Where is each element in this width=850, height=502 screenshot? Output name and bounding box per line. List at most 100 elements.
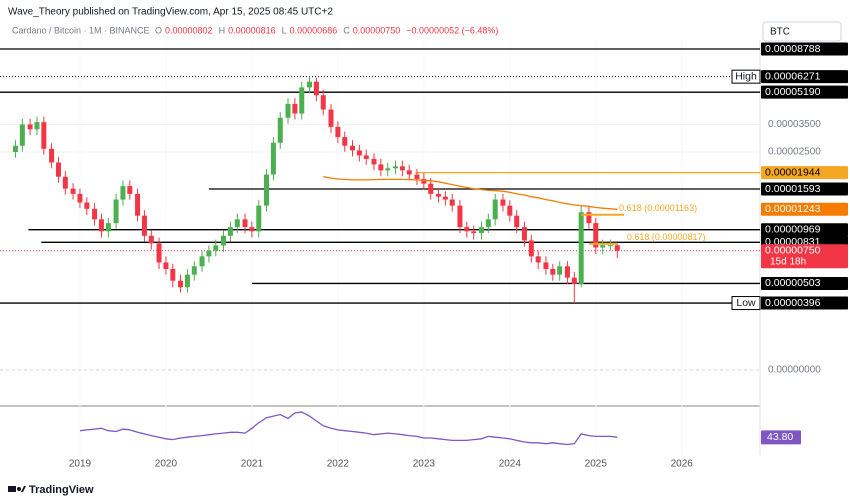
candle-body xyxy=(593,223,599,248)
candle-body xyxy=(163,262,169,269)
candle-body xyxy=(249,227,255,232)
candle-body xyxy=(385,168,391,171)
candle-body xyxy=(70,188,76,194)
ohlc-value: 0.00000686 xyxy=(290,25,338,35)
candle-body xyxy=(535,256,541,263)
candle-body xyxy=(328,109,334,127)
candle-body xyxy=(49,148,55,163)
candle-body xyxy=(277,117,283,143)
candle-body xyxy=(213,245,219,251)
candle-body xyxy=(299,87,305,114)
price-label: 0.00006271 xyxy=(765,70,821,82)
currency-box[interactable] xyxy=(762,21,842,42)
brand: TradingView xyxy=(29,484,94,496)
candle-body xyxy=(191,266,197,275)
candle-body xyxy=(428,183,434,194)
price-label-box xyxy=(761,244,848,269)
candle-body xyxy=(156,243,162,263)
candle-body xyxy=(406,170,412,175)
candle-body xyxy=(84,202,90,209)
fib-label: 0.618 (0.00001163) xyxy=(619,203,697,213)
candle-body xyxy=(421,178,427,184)
price-label: 0.00001944 xyxy=(765,166,821,178)
price-label-box xyxy=(761,85,848,99)
candle-body xyxy=(578,212,584,284)
candle-body xyxy=(478,227,484,234)
candle-body xyxy=(349,145,355,151)
rsi-label: 43.80 xyxy=(767,431,793,443)
candle-body xyxy=(449,199,455,206)
candle-body xyxy=(320,95,326,110)
candle-body xyxy=(543,262,549,269)
y-tick-label: 0.00003500 xyxy=(768,119,821,130)
candle-body xyxy=(120,186,126,200)
candle-body xyxy=(492,199,498,220)
tag-box xyxy=(731,296,761,311)
candle-body xyxy=(514,215,520,228)
x-tick-label: 2020 xyxy=(155,459,178,470)
ohlc-key: H xyxy=(219,25,226,35)
x-tick-label: 2025 xyxy=(585,459,608,470)
countdown: 15d 18h xyxy=(770,256,806,267)
price-label: 0.00000396 xyxy=(765,297,821,309)
candle-body xyxy=(19,124,25,146)
rsi-line xyxy=(79,411,618,446)
candle-body xyxy=(342,137,348,146)
candle-body xyxy=(521,227,527,241)
candle-body xyxy=(178,280,184,288)
tag: High xyxy=(735,70,757,82)
candle-body xyxy=(500,199,506,206)
ohlc-value: 0.00000750 xyxy=(353,25,401,35)
candle-body xyxy=(564,266,570,278)
ohlc-key: C xyxy=(343,25,350,35)
candle-body xyxy=(399,166,405,171)
candle-body xyxy=(457,205,463,228)
candle-body xyxy=(471,231,477,234)
candle-body xyxy=(206,250,212,257)
candle-body xyxy=(184,274,190,288)
candle-body xyxy=(557,266,563,275)
candle-body xyxy=(307,81,313,88)
candle-body xyxy=(313,81,319,96)
price-label-box xyxy=(761,182,848,196)
candle-body xyxy=(77,193,83,203)
rsi-label-box xyxy=(761,430,801,445)
candle-body xyxy=(550,268,556,275)
price-label: 0.00008788 xyxy=(765,43,821,55)
candle-body xyxy=(270,142,276,175)
symbol: Cardano / Bitcoin · 1M · BINANCE xyxy=(12,25,150,35)
candle-body xyxy=(199,256,205,267)
candle-body xyxy=(256,205,262,232)
price-label-box xyxy=(761,166,848,180)
candle-body xyxy=(614,245,620,251)
currency[interactable]: BTC xyxy=(770,27,790,38)
price-label-box xyxy=(761,223,848,237)
moving-average xyxy=(323,176,618,210)
candle-body xyxy=(62,176,68,189)
candle-body xyxy=(264,174,270,206)
candle-body xyxy=(371,158,377,165)
macd-zero-label: 0.00000000 xyxy=(768,365,821,376)
candle-body xyxy=(464,227,470,232)
candle-body xyxy=(600,245,606,248)
candle-body xyxy=(141,215,147,236)
price-label-box xyxy=(761,276,848,290)
price-label-box xyxy=(761,70,848,84)
candle-body xyxy=(414,174,420,179)
candle-body xyxy=(55,162,61,177)
candle-body xyxy=(586,212,592,224)
price-label: 0.00005190 xyxy=(765,86,821,98)
ohlc-key: O xyxy=(155,25,162,35)
candle-body xyxy=(285,103,291,118)
ohlc-legend: O 0.00000802 H 0.00000816 L 0.00000686 C 0.0000… xyxy=(155,25,400,35)
candle-body xyxy=(27,124,33,130)
candle-body xyxy=(485,219,491,228)
price-label-box xyxy=(761,296,848,310)
candle-body xyxy=(442,196,448,200)
ohlc-key: L xyxy=(282,25,287,35)
candle-body xyxy=(227,227,233,236)
candle-body xyxy=(221,235,227,246)
candle-body xyxy=(242,219,248,228)
